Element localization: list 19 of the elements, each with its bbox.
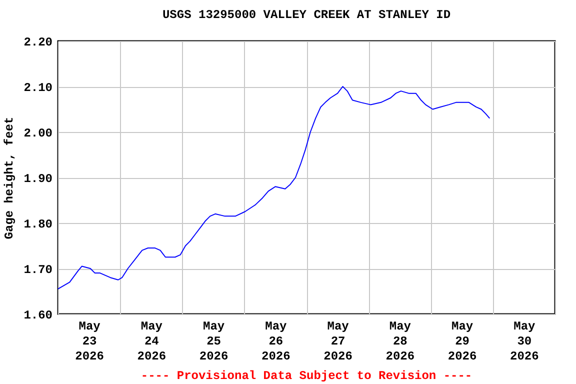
chart-title: USGS 13295000 VALLEY CREEK AT STANLEY ID xyxy=(162,8,451,22)
text: ---- Provisional Data Subject to Revision ---- xyxy=(140,369,472,383)
y-tick-label: 2.00 xyxy=(24,126,52,140)
x-tick-label: May 25 2026 xyxy=(199,320,228,364)
y-tick-label: 1.80 xyxy=(24,218,52,232)
x-tick-label: May 24 2026 xyxy=(137,320,166,364)
y-tick-label: 1.60 xyxy=(24,308,52,322)
line-series xyxy=(58,86,490,290)
x-tick-label: May 26 2026 xyxy=(262,320,290,364)
y-tick-label: 2.20 xyxy=(24,36,52,50)
x-tick-label: May 30 2026 xyxy=(510,320,539,364)
x-tick-label: May 27 2026 xyxy=(324,320,352,364)
x-tick-label: May 23 2026 xyxy=(75,320,104,364)
y-tick-label: 1.70 xyxy=(24,263,52,277)
y-tick-label: 2.10 xyxy=(24,81,52,95)
x-tick-label: May 29 2026 xyxy=(448,320,477,364)
x-tick-label: May 28 2026 xyxy=(386,320,415,364)
y-axis-title: Gage height, feet xyxy=(2,116,17,240)
y-tick-label: 1.90 xyxy=(24,172,52,186)
